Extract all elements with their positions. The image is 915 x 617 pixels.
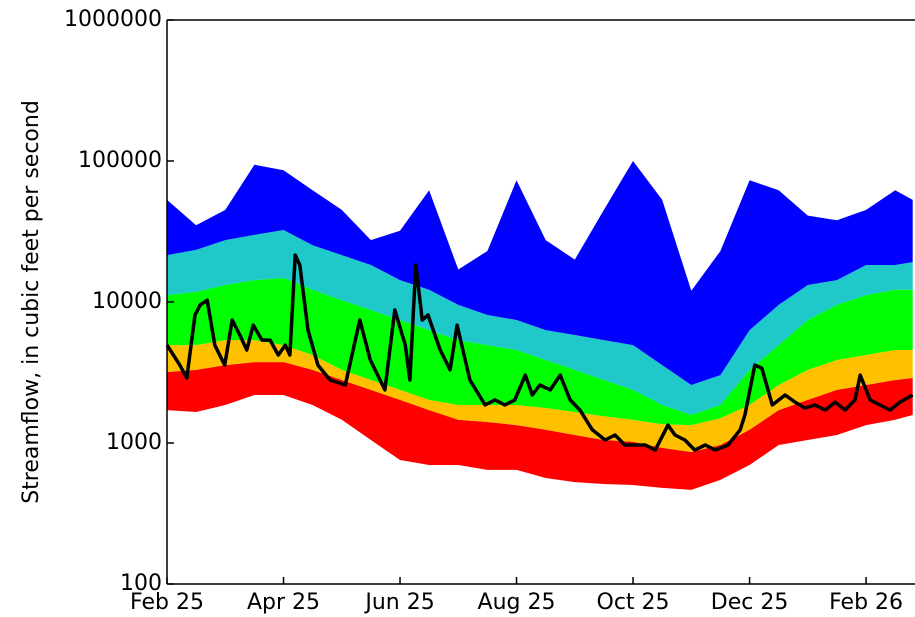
percentile-band [167,362,913,490]
x-tick-label: Dec 25 [711,590,789,615]
y-tick-label: 1000000 [64,7,162,32]
streamflow-line [165,253,914,452]
x-tick-label: Feb 25 [130,590,204,615]
y-tick-label: 100 [120,571,162,596]
y-tick-label: 100000 [78,148,162,173]
x-tick-label: Oct 25 [597,590,670,615]
y-axis-label: Streamflow, in cubic feet per second [19,100,44,504]
plot-area [165,161,914,490]
percentile-band [167,340,913,452]
x-tick-label: Apr 25 [247,590,320,615]
y-tick-label: 1000 [106,430,162,455]
percentile-band [167,230,913,415]
percentile-band [167,161,913,385]
x-tick-label: Jun 25 [363,590,434,615]
x-tick-label: Aug 25 [478,590,556,615]
percentile-band [167,278,913,426]
x-tick-label: Feb 26 [829,590,903,615]
y-tick-label: 10000 [92,289,162,314]
